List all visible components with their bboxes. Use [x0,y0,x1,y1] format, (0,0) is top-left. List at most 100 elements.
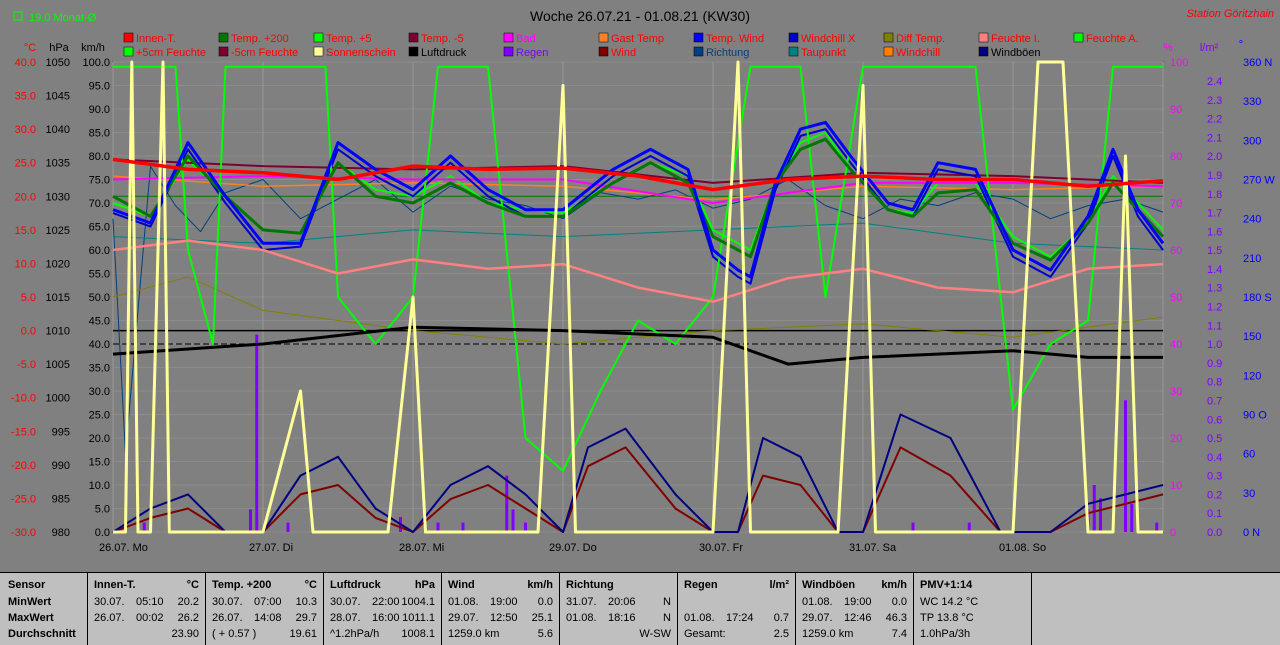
rain-tick: 2.2 [1207,114,1222,126]
summary-value: 46.3 [885,612,907,624]
summary-value: 5.6 [537,628,553,640]
press-tick: 1050 [46,57,70,69]
wind-tick: 45.0 [89,316,110,328]
legend-swatch [883,46,894,57]
series-line [112,157,1164,192]
dir-tick: 270 W [1243,175,1275,187]
temp-tick: -30.0 [11,527,36,539]
summary-sensor-name: Luftdruck [330,579,381,591]
legend-label: Temp. +200 [231,33,289,45]
rain-tick: 1.8 [1207,189,1222,201]
temp-tick: 15.0 [15,225,36,237]
temp-tick: 25.0 [15,158,36,170]
temp-tick: 5.0 [21,292,36,304]
legend-label: Wind [611,47,636,59]
temp-tick: 10.0 [15,258,36,270]
wind-tick: 85.0 [89,128,110,140]
summary-date: Gesamt: [684,628,726,640]
summary-value: 0.7 [773,612,789,624]
legend-swatch [788,46,799,57]
summary-date: 30.07. [212,596,243,608]
summary-column: Windböen km/h 01.08. 19:00 0.0 29.07. 12:46 46.… [796,573,914,645]
rain-bar [286,522,290,532]
legend-swatch [123,32,134,43]
summary-time: 12:50 [490,612,518,624]
summary-date: ( + 0.57 ) [212,628,257,640]
summary-column: PMV+1:14 WC 14.2 °C TP 13.8 °C 1.0hPa/3h [914,573,1032,645]
summary-time: 17:24 [726,612,754,624]
summary-unit: km/h [881,579,907,591]
temp-tick: -10.0 [11,393,36,405]
summary-time: 14:08 [254,612,282,624]
wind-unit: km/h [81,42,105,54]
legend-swatch [408,32,419,43]
rain-tick: 1.3 [1207,283,1222,295]
rain-bar [524,522,527,532]
summary-column: Innen-T. °C 30.07. 05:10 20.2 26.07. 00:02 26.2… [88,573,206,645]
summary-value: N [663,612,671,624]
weather-chart: Woche 26.07.21 - 01.08.21 (KW30) Station … [11,8,1275,554]
legend-swatch [883,32,894,43]
temp-unit: °C [24,42,36,54]
rain-tick: 0.2 [1207,489,1222,501]
rain-bar [142,522,146,532]
rain-tick: 0.8 [1207,377,1222,389]
summary-value: 1008.1 [401,628,435,640]
rain-tick: 1.0 [1207,339,1222,351]
legend-swatch [218,32,229,43]
rain-bar [511,509,515,532]
summary-date: 01.08. [802,596,833,608]
temp-tick: 20.0 [15,191,36,203]
rain-bar [461,522,465,532]
temp-tick: -15.0 [11,426,36,438]
summary-date: 01.08. [448,596,479,608]
press-tick: 995 [52,426,70,438]
legend-swatch [218,46,229,57]
rain-bar [1155,522,1159,532]
summary-sensor-name: Temp. +200 [212,579,272,591]
wind-tick: 20.0 [89,433,110,445]
press-tick: 1005 [46,359,70,371]
rain-bar [911,522,915,532]
series-line [112,446,1164,533]
press-tick: 1045 [46,91,70,103]
rain-tick: 2.3 [1207,95,1222,107]
rain-bar [249,509,252,532]
summary-column: Richtung 31.07. 20:06 N 01.08. 18:16 N W-SW [560,573,678,645]
rain-tick: 0.1 [1207,508,1222,520]
press-tick: 1010 [46,326,70,338]
temp-tick: 40.0 [15,57,36,69]
rain-bar [1130,503,1134,532]
day-label: 27.07. Di [249,542,293,554]
legend-swatch [1073,32,1084,43]
wind-tick: 50.0 [89,292,110,304]
series-line [112,276,1164,345]
summary-column: Temp. +200 °C 30.07. 07:00 10.3 26.07. 14:08 29… [206,573,324,645]
avg-label: Durchschnitt [8,628,76,640]
rain-tick: 0.0 [1207,527,1222,539]
temp-tick: 35.0 [15,91,36,103]
summary-time: 16:00 [372,612,400,624]
wind-tick: 90.0 [89,104,110,116]
legend-label: Windchill [896,47,940,59]
legend-swatch [978,32,989,43]
hum-tick: 80 [1170,151,1182,163]
rain-tick: 0.7 [1207,395,1222,407]
rain-tick: 2.0 [1207,151,1222,163]
series-line [112,120,1165,279]
legend-label: -5cm Feuchte [231,47,298,59]
legend-swatch [598,32,609,43]
legend-label: Windböen [991,47,1041,59]
summary-value: 1004.1 [401,596,435,608]
day-label: 26.07. Mo [99,542,148,554]
summary-sensor-name: Windböen [802,579,856,591]
legend-label: Windchill X [801,33,856,45]
summary-table: Sensor MinWert MaxWert Durchschnitt Inne… [0,572,1280,645]
dir-tick: 150 [1243,331,1261,343]
summary-time: 12:46 [844,612,872,624]
summary-unit: hPa [414,579,435,591]
rain-bar [505,475,509,532]
wind-tick: 35.0 [89,363,110,375]
rain-tick: 2.4 [1207,76,1222,88]
temp-tick: -5.0 [17,359,36,371]
